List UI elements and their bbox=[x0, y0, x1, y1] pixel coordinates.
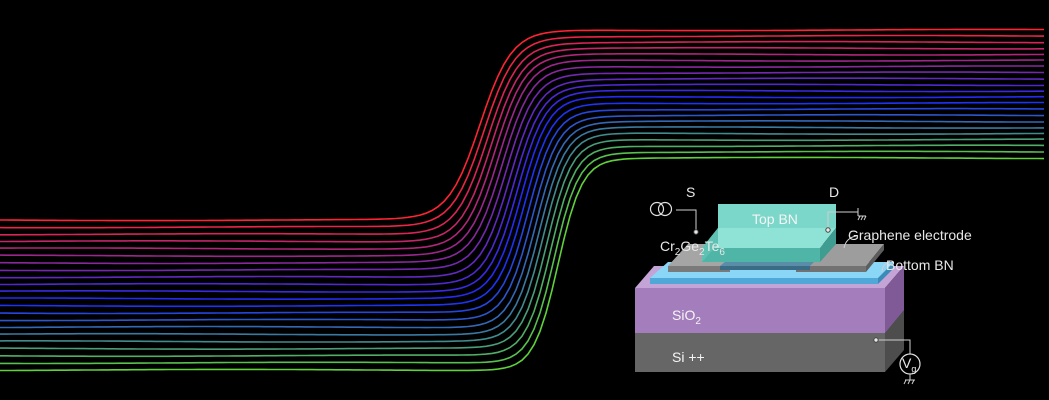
sio2-label: SiO2 bbox=[672, 307, 701, 327]
hysteresis-curve bbox=[0, 53, 1045, 250]
sio2-sub: 2 bbox=[695, 316, 701, 327]
hysteresis-curve bbox=[0, 126, 1044, 336]
hysteresis-curve bbox=[0, 59, 1044, 258]
hysteresis-curve bbox=[0, 144, 1045, 358]
hysteresis-curve bbox=[0, 46, 1044, 243]
cgt-cr: Cr bbox=[660, 238, 675, 254]
vg-sub: g bbox=[911, 364, 916, 374]
vg-label: Vg bbox=[902, 355, 916, 374]
cgt-te: Te bbox=[705, 238, 720, 254]
cgt-te-sub: 6 bbox=[719, 247, 725, 258]
vg-main: V bbox=[902, 355, 912, 371]
hysteresis-curve bbox=[0, 34, 1044, 229]
ground-icon bbox=[857, 208, 867, 221]
bottom-bn-label: Bottom BN bbox=[886, 257, 954, 273]
hysteresis-curve bbox=[0, 138, 1044, 350]
sio2-main: SiO bbox=[672, 307, 695, 323]
si-label: Si ++ bbox=[672, 349, 705, 365]
hysteresis-curve bbox=[0, 71, 1044, 272]
ground-icon bbox=[903, 374, 915, 385]
device-stack bbox=[635, 204, 911, 372]
hysteresis-curves bbox=[0, 28, 1045, 372]
drain-label: D bbox=[829, 184, 839, 200]
bottom-bn-leader bbox=[881, 261, 891, 273]
hysteresis-curve bbox=[0, 113, 1044, 322]
hysteresis-curve bbox=[0, 95, 1044, 300]
cgt-label: Cr2Ge2Te6 bbox=[660, 238, 725, 258]
drain-wire bbox=[827, 211, 858, 230]
hysteresis-curve bbox=[0, 83, 1045, 286]
hysteresis-curve bbox=[0, 132, 1045, 343]
source-contact bbox=[693, 229, 699, 235]
top-bn-label: Top BN bbox=[752, 211, 798, 227]
hysteresis-curve bbox=[0, 40, 1044, 236]
hysteresis-curve bbox=[0, 101, 1044, 308]
hysteresis-curve bbox=[0, 156, 1045, 372]
source-label: S bbox=[686, 184, 695, 200]
current-source-icon bbox=[649, 201, 673, 217]
drain-contact bbox=[825, 227, 831, 233]
cgt-ge: Ge bbox=[680, 238, 699, 254]
gate-wire bbox=[876, 339, 911, 354]
cgt-ge-sub: 2 bbox=[699, 247, 705, 258]
graphene-label: Graphene electrode bbox=[848, 227, 972, 243]
hysteresis-curve bbox=[0, 150, 1044, 365]
hysteresis-curve bbox=[0, 89, 1044, 293]
hysteresis-curve bbox=[0, 77, 1045, 279]
source-wire bbox=[676, 209, 697, 232]
top-bn-layer bbox=[702, 204, 836, 262]
hysteresis-curve bbox=[0, 65, 1044, 265]
hysteresis-curve bbox=[0, 107, 1044, 315]
cgt-cr-sub: 2 bbox=[675, 247, 681, 258]
hysteresis-curve bbox=[0, 28, 1044, 222]
hysteresis-curve bbox=[0, 120, 1044, 329]
gate-contact bbox=[873, 337, 879, 343]
graphene-leader bbox=[843, 235, 857, 249]
